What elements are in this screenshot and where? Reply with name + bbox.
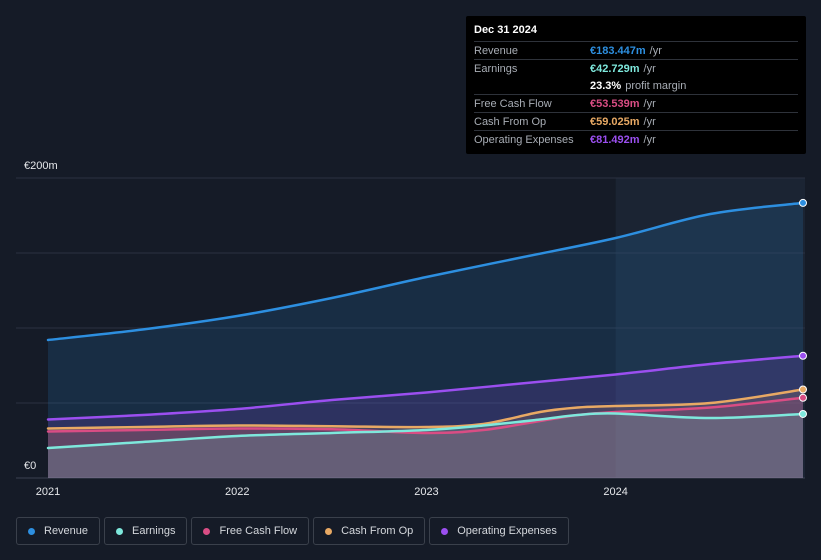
legend-dot-icon xyxy=(441,527,449,535)
legend: Revenue Earnings Free Cash Flow Cash Fro… xyxy=(16,517,569,547)
area-free-cash-flow xyxy=(48,397,803,478)
legend-item-cash-from-op[interactable]: Cash From Op xyxy=(313,517,426,545)
x-axis-ticks: 2021 2022 2023 2024 xyxy=(36,486,628,498)
tooltip-unit: /yr xyxy=(643,62,656,75)
legend-label: Cash From Op xyxy=(341,525,414,537)
legend-label: Revenue xyxy=(44,525,89,537)
end-dot-earnings xyxy=(799,409,807,418)
tooltip-date: Dec 31 2024 xyxy=(474,24,537,36)
tooltip-label: Operating Expenses xyxy=(474,133,574,146)
tooltip-unit: /yr xyxy=(643,97,656,110)
line-operating-expenses xyxy=(46,354,805,421)
legend-dot-icon xyxy=(325,527,333,535)
tooltip-row-opex: Operating Expenses €81.492m /yr xyxy=(474,130,798,148)
tooltip-row-earnings: Earnings €42.729m /yr xyxy=(474,59,798,77)
tooltip-label: Free Cash Flow xyxy=(474,97,552,110)
y-tick-label-bottom: €0 xyxy=(24,460,37,472)
series-areas xyxy=(48,202,803,478)
legend-dot-icon xyxy=(28,527,35,535)
end-dot-free-cash-flow xyxy=(799,393,807,402)
area-operating-expenses xyxy=(48,355,803,478)
end-dot-operating-expenses xyxy=(799,351,807,360)
legend-dot-icon xyxy=(116,527,124,535)
tooltip-value: €183.447m xyxy=(590,44,646,57)
area-earnings xyxy=(48,413,803,478)
legend-item-free-cash-flow[interactable]: Free Cash Flow xyxy=(191,517,310,545)
legend-dot-icon xyxy=(203,527,211,535)
tooltip-unit: profit margin xyxy=(625,79,687,92)
tooltip-row-margin: 23.3% profit margin xyxy=(474,77,798,94)
tooltip-label: Cash From Op xyxy=(474,115,547,128)
legend-item-earnings[interactable]: Earnings xyxy=(104,517,188,545)
tooltip-label: Revenue xyxy=(474,44,519,57)
legend-label: Free Cash Flow xyxy=(219,525,298,537)
tooltip-panel: Dec 31 2024 Revenue €183.447m /yr Earnin… xyxy=(466,16,806,154)
x-tick-label: 2021 xyxy=(36,486,60,498)
tooltip-unit: /yr xyxy=(649,44,662,57)
legend-item-revenue[interactable]: Revenue xyxy=(16,517,101,545)
line-revenue xyxy=(46,201,805,342)
y-tick-label-top: €200m xyxy=(24,160,58,172)
line-cash-from-op xyxy=(46,388,805,430)
x-tick-label: 2024 xyxy=(603,486,627,498)
tooltip-value: €42.729m xyxy=(590,62,640,75)
tooltip-unit: /yr xyxy=(643,133,656,146)
tooltip-value: 23.3% xyxy=(590,79,622,92)
series-lines xyxy=(46,201,805,450)
end-dot-revenue xyxy=(799,198,807,207)
legend-label: Earnings xyxy=(132,525,176,537)
tooltip-row-fcf: Free Cash Flow €53.539m /yr xyxy=(474,94,798,112)
tooltip-value: €81.492m xyxy=(590,133,640,146)
tooltip-row-cfo: Cash From Op €59.025m /yr xyxy=(474,112,798,130)
tooltip-value: €59.025m xyxy=(590,115,640,128)
x-tick-label: 2022 xyxy=(225,486,249,498)
line-free-cash-flow xyxy=(46,396,805,435)
line-earnings xyxy=(46,412,805,450)
legend-label: Operating Expenses xyxy=(457,525,557,537)
tooltip-label: Earnings xyxy=(474,62,518,75)
end-dot-cash-from-op xyxy=(799,385,807,394)
tooltip-value: €53.539m xyxy=(590,97,640,110)
x-tick-label: 2023 xyxy=(414,486,438,498)
tooltip-unit: /yr xyxy=(643,115,656,128)
series-end-dots xyxy=(799,198,807,418)
legend-item-operating-expenses[interactable]: Operating Expenses xyxy=(429,517,569,545)
tooltip-row-revenue: Revenue €183.447m /yr xyxy=(474,41,798,59)
